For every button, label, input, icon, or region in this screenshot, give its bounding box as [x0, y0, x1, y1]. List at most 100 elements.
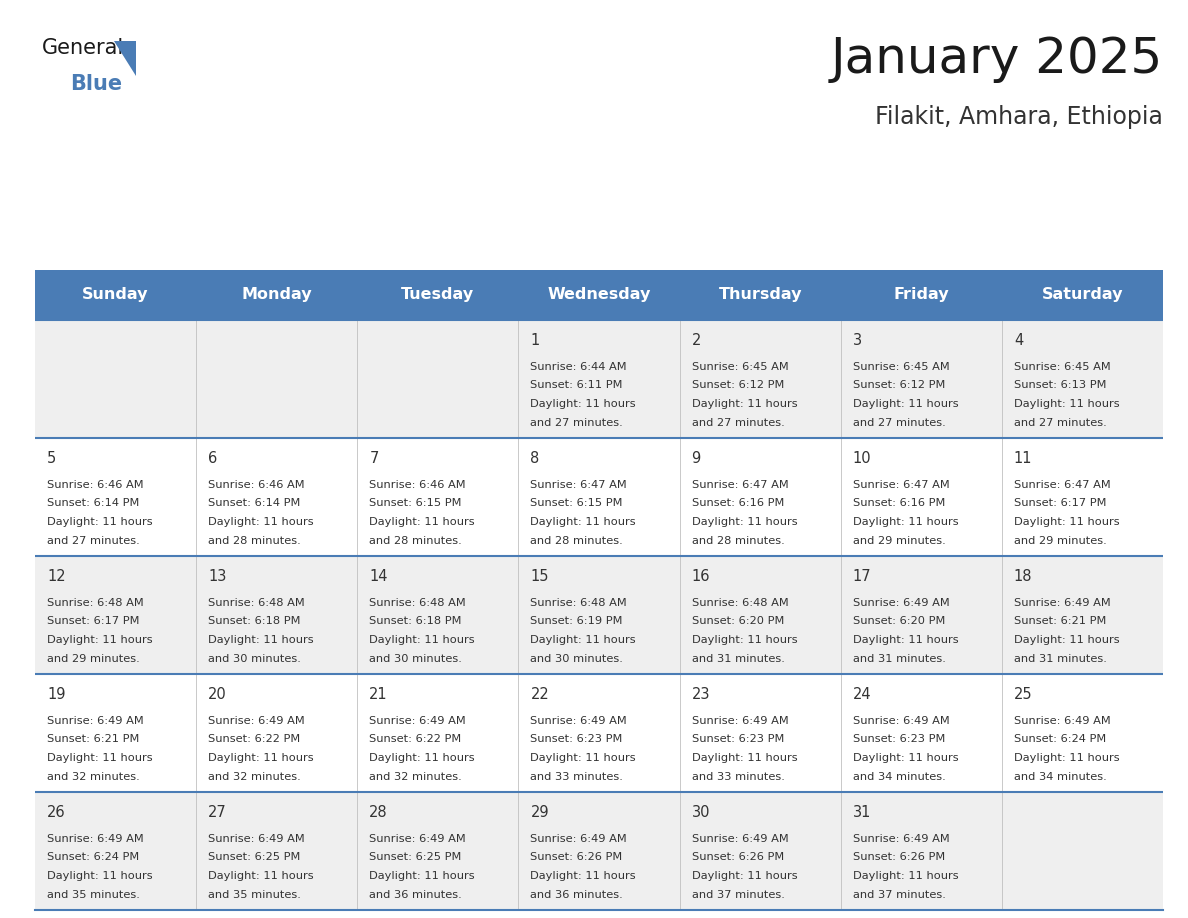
- Text: and 32 minutes.: and 32 minutes.: [369, 771, 462, 781]
- Text: Sunset: 6:18 PM: Sunset: 6:18 PM: [369, 617, 462, 626]
- Text: Blue: Blue: [70, 74, 122, 94]
- Text: and 34 minutes.: and 34 minutes.: [1013, 771, 1106, 781]
- Text: Daylight: 11 hours: Daylight: 11 hours: [48, 517, 152, 527]
- Text: and 29 minutes.: and 29 minutes.: [853, 535, 946, 545]
- Text: and 28 minutes.: and 28 minutes.: [691, 535, 784, 545]
- Bar: [34, 438, 1163, 556]
- Text: Thursday: Thursday: [719, 287, 802, 303]
- Text: Daylight: 11 hours: Daylight: 11 hours: [530, 399, 636, 409]
- Text: and 29 minutes.: and 29 minutes.: [1013, 535, 1106, 545]
- Text: Sunrise: 6:49 AM: Sunrise: 6:49 AM: [1013, 716, 1111, 726]
- Text: Sunset: 6:23 PM: Sunset: 6:23 PM: [530, 734, 623, 744]
- Text: Sunset: 6:26 PM: Sunset: 6:26 PM: [853, 853, 944, 863]
- Text: Daylight: 11 hours: Daylight: 11 hours: [1013, 635, 1119, 645]
- Text: Sunset: 6:12 PM: Sunset: 6:12 PM: [853, 380, 946, 390]
- Text: 31: 31: [853, 805, 871, 820]
- Text: and 37 minutes.: and 37 minutes.: [691, 890, 784, 900]
- Text: Sunset: 6:23 PM: Sunset: 6:23 PM: [691, 734, 784, 744]
- Text: Sunset: 6:21 PM: Sunset: 6:21 PM: [48, 734, 139, 744]
- Text: Daylight: 11 hours: Daylight: 11 hours: [853, 517, 959, 527]
- Text: 9: 9: [691, 451, 701, 466]
- Bar: [34, 320, 1163, 438]
- Polygon shape: [114, 41, 135, 76]
- Text: and 29 minutes.: and 29 minutes.: [48, 654, 140, 664]
- Text: Sunday: Sunday: [82, 287, 148, 303]
- Text: Daylight: 11 hours: Daylight: 11 hours: [530, 635, 636, 645]
- Text: Sunrise: 6:49 AM: Sunrise: 6:49 AM: [530, 834, 627, 844]
- Text: Sunrise: 6:49 AM: Sunrise: 6:49 AM: [853, 598, 949, 608]
- Text: Sunrise: 6:49 AM: Sunrise: 6:49 AM: [853, 834, 949, 844]
- Text: and 31 minutes.: and 31 minutes.: [1013, 654, 1107, 664]
- Text: 17: 17: [853, 569, 871, 584]
- Bar: [34, 674, 1163, 792]
- Text: Sunrise: 6:47 AM: Sunrise: 6:47 AM: [853, 480, 949, 490]
- Text: Sunrise: 6:48 AM: Sunrise: 6:48 AM: [208, 598, 305, 608]
- Text: Sunrise: 6:49 AM: Sunrise: 6:49 AM: [1013, 598, 1111, 608]
- Text: Daylight: 11 hours: Daylight: 11 hours: [48, 753, 152, 763]
- Text: Sunrise: 6:47 AM: Sunrise: 6:47 AM: [530, 480, 627, 490]
- Text: 15: 15: [530, 569, 549, 584]
- Text: 7: 7: [369, 451, 379, 466]
- Text: Daylight: 11 hours: Daylight: 11 hours: [530, 517, 636, 527]
- Text: and 27 minutes.: and 27 minutes.: [1013, 418, 1106, 428]
- Text: 26: 26: [48, 805, 65, 820]
- Text: 12: 12: [48, 569, 65, 584]
- Text: Sunset: 6:22 PM: Sunset: 6:22 PM: [208, 734, 301, 744]
- Text: Sunrise: 6:49 AM: Sunrise: 6:49 AM: [48, 834, 144, 844]
- Text: and 27 minutes.: and 27 minutes.: [48, 535, 140, 545]
- Text: Sunset: 6:14 PM: Sunset: 6:14 PM: [48, 498, 139, 509]
- Text: Sunset: 6:16 PM: Sunset: 6:16 PM: [853, 498, 946, 509]
- Text: Daylight: 11 hours: Daylight: 11 hours: [208, 635, 314, 645]
- Text: 8: 8: [530, 451, 539, 466]
- Text: Sunset: 6:24 PM: Sunset: 6:24 PM: [48, 853, 139, 863]
- Text: Daylight: 11 hours: Daylight: 11 hours: [691, 517, 797, 527]
- Text: and 27 minutes.: and 27 minutes.: [853, 418, 946, 428]
- Text: and 30 minutes.: and 30 minutes.: [530, 654, 624, 664]
- Text: and 32 minutes.: and 32 minutes.: [48, 771, 140, 781]
- Text: Sunset: 6:20 PM: Sunset: 6:20 PM: [691, 617, 784, 626]
- Text: Sunrise: 6:45 AM: Sunrise: 6:45 AM: [691, 362, 789, 372]
- Text: Sunrise: 6:46 AM: Sunrise: 6:46 AM: [48, 480, 144, 490]
- Text: Sunset: 6:19 PM: Sunset: 6:19 PM: [530, 617, 623, 626]
- Text: 18: 18: [1013, 569, 1032, 584]
- Text: Sunrise: 6:49 AM: Sunrise: 6:49 AM: [369, 716, 466, 726]
- Text: and 30 minutes.: and 30 minutes.: [208, 654, 301, 664]
- Text: Sunset: 6:17 PM: Sunset: 6:17 PM: [48, 617, 139, 626]
- Text: Friday: Friday: [893, 287, 949, 303]
- Text: 5: 5: [48, 451, 56, 466]
- Text: Daylight: 11 hours: Daylight: 11 hours: [208, 517, 314, 527]
- Text: Daylight: 11 hours: Daylight: 11 hours: [1013, 753, 1119, 763]
- Text: Sunset: 6:20 PM: Sunset: 6:20 PM: [853, 617, 946, 626]
- Text: Daylight: 11 hours: Daylight: 11 hours: [48, 635, 152, 645]
- Text: and 36 minutes.: and 36 minutes.: [530, 890, 624, 900]
- Text: 23: 23: [691, 687, 710, 702]
- Text: Sunset: 6:12 PM: Sunset: 6:12 PM: [691, 380, 784, 390]
- Text: and 28 minutes.: and 28 minutes.: [530, 535, 624, 545]
- Text: 4: 4: [1013, 333, 1023, 348]
- Text: Daylight: 11 hours: Daylight: 11 hours: [1013, 399, 1119, 409]
- Text: Sunrise: 6:49 AM: Sunrise: 6:49 AM: [208, 716, 305, 726]
- Text: and 31 minutes.: and 31 minutes.: [691, 654, 784, 664]
- Text: Sunset: 6:15 PM: Sunset: 6:15 PM: [369, 498, 462, 509]
- Text: and 31 minutes.: and 31 minutes.: [853, 654, 946, 664]
- Text: 1: 1: [530, 333, 539, 348]
- Text: General: General: [42, 38, 125, 58]
- Text: and 35 minutes.: and 35 minutes.: [208, 890, 301, 900]
- Text: 24: 24: [853, 687, 871, 702]
- Bar: [34, 270, 1163, 320]
- Text: Sunrise: 6:48 AM: Sunrise: 6:48 AM: [48, 598, 144, 608]
- Text: Sunrise: 6:45 AM: Sunrise: 6:45 AM: [853, 362, 949, 372]
- Text: Daylight: 11 hours: Daylight: 11 hours: [853, 399, 959, 409]
- Text: Saturday: Saturday: [1042, 287, 1123, 303]
- Text: Sunset: 6:15 PM: Sunset: 6:15 PM: [530, 498, 623, 509]
- Text: Sunrise: 6:48 AM: Sunrise: 6:48 AM: [530, 598, 627, 608]
- Text: 21: 21: [369, 687, 388, 702]
- Text: and 36 minutes.: and 36 minutes.: [369, 890, 462, 900]
- Text: Daylight: 11 hours: Daylight: 11 hours: [691, 871, 797, 881]
- Text: 28: 28: [369, 805, 388, 820]
- Text: Daylight: 11 hours: Daylight: 11 hours: [530, 753, 636, 763]
- Text: Sunrise: 6:47 AM: Sunrise: 6:47 AM: [691, 480, 789, 490]
- Text: Sunrise: 6:46 AM: Sunrise: 6:46 AM: [208, 480, 305, 490]
- Text: 6: 6: [208, 451, 217, 466]
- Text: Daylight: 11 hours: Daylight: 11 hours: [369, 871, 475, 881]
